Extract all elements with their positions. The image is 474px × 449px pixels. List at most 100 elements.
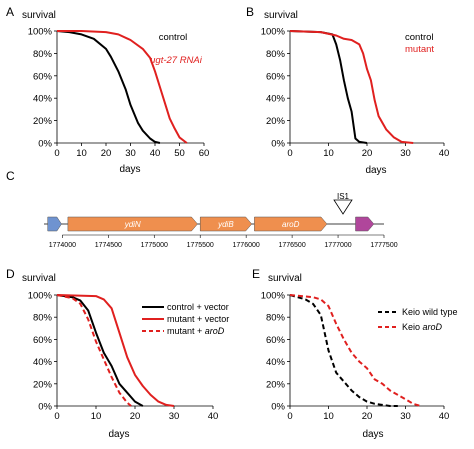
panel-label-b: B (246, 5, 254, 19)
genome-map-panel-c: IS1 ydiN ydiB aroD 1774000 1774500 1775000 177… (44, 192, 398, 249)
x-tick-label: 0 (287, 411, 292, 422)
chart-panel-a: survival days control ugt-27 RNAi 0% 20% 4… (22, 10, 209, 175)
x-tick-label: 10 (76, 148, 87, 159)
gene-arrow-0 (47, 216, 62, 232)
x-tick-label: 20 (362, 148, 373, 159)
y-tick-label: 60% (33, 71, 53, 82)
series-line-mutant (289, 30, 414, 144)
y-tick-label: 20% (33, 379, 53, 390)
y-tick-label: 80% (266, 49, 286, 60)
x-tick-label: 30 (125, 148, 136, 159)
y-tick-label: 40% (266, 357, 286, 368)
x-tick-label: 40 (150, 148, 161, 159)
coordinate-tick-label: 1774000 (49, 242, 76, 249)
legend-entry-control-vector: control + vector (167, 302, 229, 312)
y-axis-label: survival (22, 10, 56, 21)
y-axis-label: survival (264, 10, 298, 21)
x-tick-label: 30 (169, 411, 180, 422)
gene-arrow-arod (254, 216, 328, 232)
legend-entry-keio-wild-type: Keio wild type (402, 307, 458, 317)
panel-label-e: E (252, 267, 260, 281)
x-tick-label: 20 (362, 411, 373, 422)
x-tick-label: 30 (400, 148, 411, 159)
x-tick-label: 20 (101, 148, 112, 159)
y-tick-label: 60% (266, 71, 286, 82)
y-tick-label: 20% (33, 116, 53, 127)
series-line-keio-wild-type (289, 294, 398, 407)
x-tick-label: 10 (91, 411, 102, 422)
legend-entry-rnai: ugt-27 RNAi (150, 55, 203, 66)
legend-entry-mutant-vector: mutant + vector (167, 314, 229, 324)
legend-entry-control: control (405, 32, 434, 43)
legend: Keio wild type Keio aroD (378, 307, 458, 332)
panel-label-d: D (6, 267, 15, 281)
gene-label-ydib: ydiB (217, 220, 234, 229)
x-tick-label: 40 (439, 148, 450, 159)
y-tick-label: 100% (261, 27, 286, 38)
legend: control + vector mutant + vector mutant … (142, 302, 229, 336)
legend-entry-control: control (159, 32, 188, 43)
x-tick-label: 10 (323, 411, 334, 422)
series-line-mutant-arod (56, 294, 132, 407)
y-tick-label: 60% (266, 335, 286, 346)
x-axis-label: days (362, 429, 383, 440)
y-tick-label: 100% (28, 291, 53, 302)
x-tick-label: 40 (439, 411, 450, 422)
legend: control ugt-27 RNAi (150, 32, 203, 66)
insertion-marker: IS1 (333, 192, 353, 215)
insertion-label: IS1 (337, 192, 350, 201)
insertion-triangle-icon (333, 199, 353, 215)
coordinate-tick-label: 1775000 (141, 242, 168, 249)
series-line-mutant-vector (56, 294, 175, 407)
y-tick-label: 100% (28, 27, 53, 38)
y-tick-label: 80% (266, 313, 286, 324)
legend: control mutant (405, 32, 434, 55)
series-line-control (56, 30, 161, 144)
y-tick-label: 20% (266, 116, 286, 127)
chart-panel-d: survival days control + vector mutant + … (22, 273, 229, 440)
y-tick-label: 0% (271, 402, 285, 413)
x-tick-label: 40 (208, 411, 219, 422)
chart-panel-b: survival days control mutant 0% 20% 40% 60%… (261, 10, 450, 176)
y-axis-label: survival (22, 273, 56, 284)
y-axis-label: survival (268, 273, 302, 284)
x-axis-label: days (119, 164, 140, 175)
y-tick-label: 100% (261, 291, 286, 302)
x-tick-label: 20 (130, 411, 141, 422)
x-tick-label: 30 (400, 411, 411, 422)
coordinate-tick-label: 1774500 (95, 242, 122, 249)
y-tick-label: 60% (33, 335, 53, 346)
series-line-control (289, 30, 368, 144)
coordinate-tick-label: 1776000 (233, 242, 260, 249)
x-tick-label: 10 (323, 148, 334, 159)
y-tick-label: 80% (33, 313, 53, 324)
gene-label-arod: aroD (282, 220, 300, 229)
panel-label-c: C (6, 169, 15, 183)
legend-entry-keio-arod: Keio aroD (402, 322, 443, 332)
legend-entry-mutant-arod: mutant + aroD (167, 326, 225, 336)
x-axis-label: days (108, 429, 129, 440)
legend-entry-mutant: mutant (405, 44, 434, 55)
y-tick-label: 20% (266, 379, 286, 390)
y-tick-label: 0% (38, 139, 52, 150)
y-tick-label: 40% (266, 94, 286, 105)
gene-label-ydin: ydiN (124, 220, 141, 229)
series-line-keio-arod (289, 294, 422, 407)
gene-arrow-ydib (199, 216, 253, 232)
x-tick-label: 50 (174, 148, 185, 159)
y-tick-label: 0% (271, 139, 285, 150)
series-line-control-vector (56, 294, 144, 407)
panel-label-a: A (6, 5, 14, 19)
x-tick-label: 0 (54, 411, 59, 422)
coordinate-tick-label: 1775500 (187, 242, 214, 249)
coordinate-tick-label: 1776500 (278, 242, 305, 249)
x-tick-label: 0 (54, 148, 59, 159)
chart-panel-e: survival days Keio wild type Keio aroD 0… (261, 273, 458, 440)
coordinate-tick-label: 1777500 (370, 242, 397, 249)
x-axis-label: days (365, 165, 386, 176)
y-tick-label: 40% (33, 357, 53, 368)
x-tick-label: 60 (199, 148, 210, 159)
series-line-ugt-27-rnai (57, 30, 188, 144)
y-tick-label: 80% (33, 49, 53, 60)
